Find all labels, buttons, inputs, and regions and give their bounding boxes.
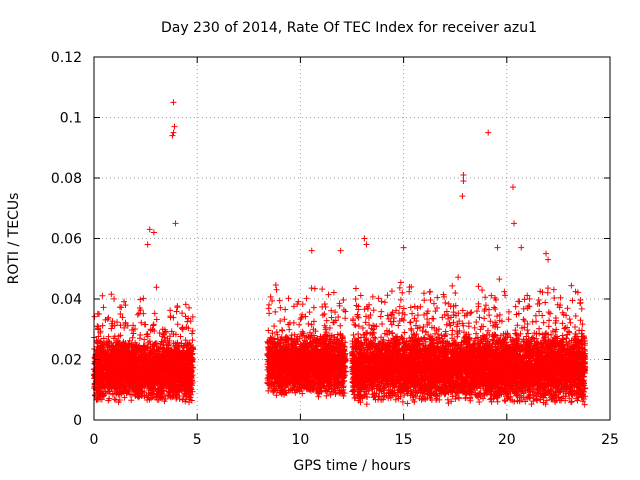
- data-point: [151, 310, 158, 317]
- data-point: [128, 326, 135, 333]
- grid-lines: [94, 57, 610, 420]
- data-point: [272, 282, 279, 289]
- data-point: [96, 310, 103, 317]
- data-point: [273, 329, 280, 336]
- data-point: [296, 321, 303, 328]
- data-point: [267, 293, 274, 300]
- data-point: [468, 309, 475, 316]
- data-point: [153, 284, 160, 291]
- data-point: [342, 308, 349, 315]
- data-point: [567, 319, 574, 326]
- data-point: [379, 321, 386, 328]
- data-point: [99, 292, 106, 299]
- data-point: [130, 330, 137, 337]
- data-point: [266, 310, 273, 317]
- data-point: [290, 319, 297, 326]
- data-point: [308, 285, 315, 292]
- data-point: [452, 290, 459, 297]
- data-point: [337, 322, 344, 329]
- data-point: [128, 397, 135, 404]
- data-point: [184, 318, 191, 325]
- data-point: [174, 321, 181, 328]
- data-point: [311, 285, 318, 292]
- data-point: [328, 307, 335, 314]
- data-point: [137, 296, 144, 303]
- data-point: [276, 297, 283, 304]
- data-point: [279, 327, 286, 334]
- data-point: [319, 286, 326, 293]
- data-point: [137, 332, 144, 339]
- data-point: [286, 326, 293, 333]
- data-point: [417, 303, 424, 310]
- data-point: [170, 314, 177, 321]
- data-point: [306, 309, 313, 316]
- data-point: [330, 289, 337, 296]
- data-point: [100, 304, 107, 311]
- data-point: [150, 321, 157, 328]
- data-point: [186, 399, 193, 406]
- data-point: [111, 295, 118, 302]
- data-point: [140, 310, 147, 317]
- data-point: [174, 304, 181, 311]
- data-point: [134, 311, 141, 318]
- data-point: [378, 308, 385, 315]
- data-point: [271, 323, 278, 330]
- data-point: [186, 304, 193, 311]
- data-point: [303, 295, 310, 302]
- data-point: [189, 330, 196, 337]
- data-point: [132, 325, 139, 332]
- data-point: [342, 315, 349, 322]
- data-point: [141, 336, 148, 343]
- data-point: [129, 334, 136, 341]
- data-point: [310, 304, 317, 311]
- data-point: [321, 310, 328, 317]
- data-point: [496, 311, 503, 318]
- data-point: [272, 308, 279, 315]
- data-point: [167, 307, 174, 314]
- data-point: [179, 310, 186, 317]
- data-point: [285, 295, 292, 302]
- data-point: [153, 316, 160, 323]
- data-point: [332, 309, 339, 316]
- data-point: [298, 314, 305, 321]
- data-point: [532, 312, 539, 319]
- data-point: [319, 303, 326, 310]
- data-point: [533, 318, 540, 325]
- data-point: [184, 341, 191, 348]
- data-point: [99, 322, 106, 329]
- data-point: [273, 286, 280, 293]
- data-point: [182, 301, 189, 308]
- data-point: [173, 308, 180, 315]
- data-point: [265, 327, 272, 334]
- data-point: [319, 312, 326, 319]
- data-point: [407, 304, 414, 311]
- data-point: [340, 306, 347, 313]
- data-point: [108, 291, 115, 298]
- data-point: [305, 320, 312, 327]
- data-point: [569, 297, 576, 304]
- data-point: [321, 300, 328, 307]
- data-point: [323, 392, 330, 399]
- data-point: [117, 304, 124, 311]
- data-point: [325, 291, 332, 298]
- data-point: [140, 295, 147, 302]
- data-point: [156, 329, 163, 336]
- data-points: [91, 99, 589, 408]
- data-point: [340, 297, 347, 304]
